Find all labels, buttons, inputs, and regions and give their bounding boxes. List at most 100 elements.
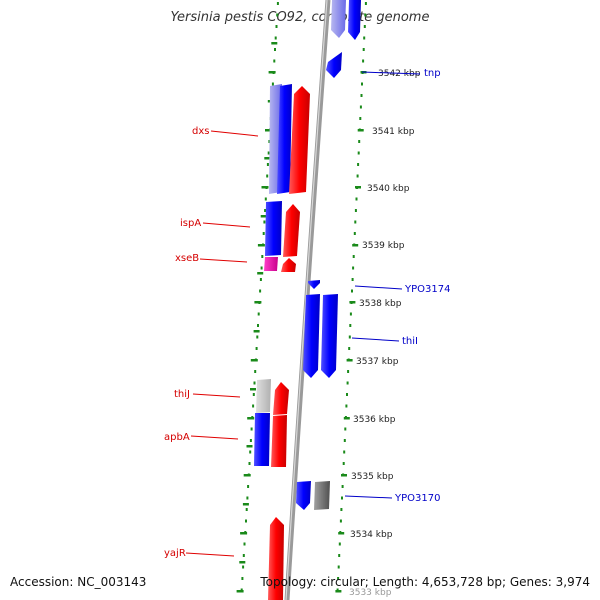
ruler-tick-left xyxy=(250,359,258,362)
ruler-dot xyxy=(248,462,251,465)
ruler-dot xyxy=(341,496,343,500)
ruler-dot xyxy=(262,232,265,235)
right-gene-labels: tnp YPO3174 thiI YPO3170 xyxy=(344,68,450,504)
ruler-dot xyxy=(351,289,353,293)
ruler-dot xyxy=(339,519,342,523)
ruler-dot xyxy=(254,370,257,373)
tick-label: 3540 kbp xyxy=(367,184,410,194)
ruler-dot xyxy=(355,197,358,201)
ruler-dot xyxy=(364,13,367,17)
ruler-dot xyxy=(253,381,256,385)
footer-accession: Accession: NC_003143 xyxy=(10,575,147,589)
ruler-dot xyxy=(354,209,357,212)
ruler-dot xyxy=(362,59,365,63)
gene-apbA xyxy=(254,413,270,466)
ruler-dot xyxy=(271,82,274,86)
ruler-dot xyxy=(257,324,259,327)
ruler-dot xyxy=(341,485,344,488)
gene-YPO3170-grey xyxy=(314,481,330,510)
ruler-dot xyxy=(252,393,255,396)
gene-YPO3170 xyxy=(296,481,311,510)
ruler-tick-left xyxy=(247,417,255,420)
gene-label-tnp: tnp xyxy=(424,68,441,79)
ruler-dot xyxy=(357,163,360,166)
ruler-dot xyxy=(261,255,264,258)
ruler-dot xyxy=(361,82,363,86)
gene-tnp-top xyxy=(331,0,346,38)
ruler-tick-left xyxy=(236,590,244,593)
ruler-dot xyxy=(276,13,279,17)
ruler-dot xyxy=(264,197,267,201)
ruler-dot xyxy=(249,450,252,454)
ruler-dot xyxy=(260,266,263,270)
gene-label-YPO3174: YPO3174 xyxy=(404,284,450,295)
gene-ispA-forward xyxy=(283,204,300,257)
gene-thiJ-forward xyxy=(273,382,289,415)
ruler-dot xyxy=(338,554,341,557)
ruler-dot xyxy=(274,48,276,51)
ruler-tick-left xyxy=(268,71,276,74)
ruler-dot xyxy=(337,577,340,580)
gene-thiJ xyxy=(256,379,271,413)
gene-label-YPO3170: YPO3170 xyxy=(394,493,440,504)
ruler-dot xyxy=(343,439,346,442)
gene-label-dxs: dxs xyxy=(192,126,209,137)
ruler-dot xyxy=(252,404,255,408)
ruler-tick-right xyxy=(341,474,347,477)
ruler-tick-right xyxy=(357,129,364,132)
ruler-dot xyxy=(276,2,279,5)
ruler-tick-minor xyxy=(271,42,278,45)
ruler-dot xyxy=(259,289,262,293)
ruler-dot xyxy=(266,174,269,178)
ruler-dot xyxy=(243,542,246,546)
ruler-dot xyxy=(348,347,351,350)
tick-label: 3533 kbp xyxy=(349,588,392,598)
gene-label-yajR: yajR xyxy=(164,548,186,559)
ruler-dot xyxy=(352,266,355,270)
ruler-dot xyxy=(241,577,244,580)
ruler-dot xyxy=(245,508,248,511)
ruler-tick-right xyxy=(349,301,356,304)
ruler-dot xyxy=(250,427,253,431)
ruler-dot xyxy=(264,209,267,212)
ruler-dot xyxy=(242,554,245,557)
ruler-dot xyxy=(363,25,366,28)
ruler-dot xyxy=(266,163,269,166)
ruler-tick-minor xyxy=(253,330,260,333)
ruler-tick-right xyxy=(338,532,345,535)
left-gene-labels: dxs ispA xseB thiJ apbA yajR xyxy=(164,126,259,559)
gene-label-thiI: thiI xyxy=(402,336,418,347)
ruler-dot xyxy=(358,140,361,143)
gene-thiI-2 xyxy=(321,294,338,378)
ruler-dot xyxy=(348,335,351,339)
ruler-dot xyxy=(273,59,276,63)
gene-features xyxy=(254,0,361,600)
tick-label: 3542 kbp xyxy=(378,69,421,79)
ruler-dot xyxy=(357,151,360,155)
gene-label-xseB: xseB xyxy=(175,253,199,264)
tick-label: 3539 kbp xyxy=(362,241,405,251)
ruler-tick-minor xyxy=(242,503,249,506)
tick-label: 3537 kbp xyxy=(356,357,399,367)
ruler-dot xyxy=(256,335,259,339)
tick-label: 3534 kbp xyxy=(350,530,393,540)
ruler-dot xyxy=(360,94,363,97)
ruler-dot xyxy=(242,565,245,569)
ruler-dot xyxy=(338,542,341,546)
gene-yajR xyxy=(268,517,284,600)
gene-apbA-forward xyxy=(271,415,287,467)
tick-label: 3536 kbp xyxy=(353,415,396,425)
ruler-tick-left xyxy=(254,301,262,304)
ruler-tick-left xyxy=(240,532,248,535)
gene-dxs-forward xyxy=(289,86,310,194)
ruler-dot xyxy=(268,140,271,143)
gene-xseB-forward xyxy=(281,258,296,272)
ruler-tick-minor xyxy=(264,157,271,160)
ruler-tick-minor xyxy=(239,561,246,564)
ruler-tick-minor xyxy=(246,445,253,448)
gene-thiI xyxy=(303,294,320,378)
ruler-tick-right xyxy=(335,590,342,593)
footer-topology: Topology: circular; Length: 4,653,728 bp… xyxy=(260,575,590,589)
ruler-tick-right xyxy=(343,417,350,420)
gene-tnp xyxy=(326,52,342,78)
